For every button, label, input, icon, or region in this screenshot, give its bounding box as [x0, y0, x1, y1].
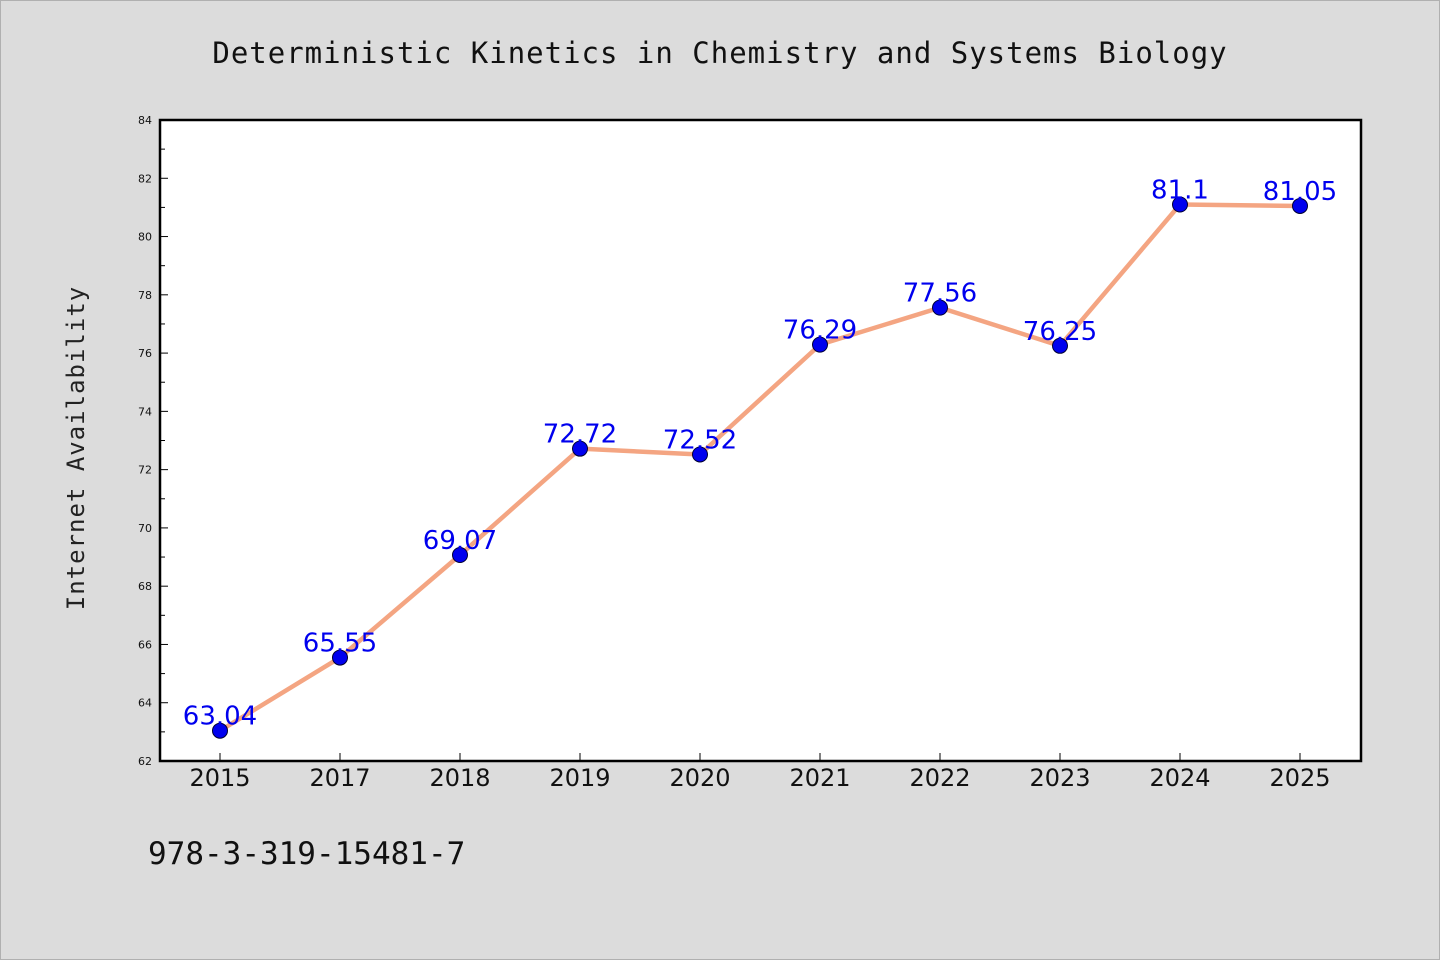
data-point: [212, 722, 228, 739]
x-tick-label: 2025: [1269, 764, 1330, 792]
x-tick-label: 2018: [429, 764, 490, 792]
x-tick-label: 2019: [549, 764, 610, 792]
y-axis-label: Internet Availability: [62, 286, 90, 610]
y-tick-label: 82: [138, 172, 152, 185]
x-tick-label: 2023: [1029, 764, 1090, 792]
x-tick-label: 2015: [189, 764, 250, 792]
data-point: [452, 547, 468, 564]
data-point: [332, 649, 348, 666]
data-label: 63.04: [183, 702, 257, 732]
data-label: 69.07: [423, 526, 497, 556]
data-label: 77.56: [903, 279, 977, 309]
x-tick-label: 2022: [909, 764, 970, 792]
data-point: [692, 446, 708, 463]
y-tick-label: 84: [138, 114, 152, 127]
y-tick-label: 62: [138, 755, 152, 768]
y-tick-label: 64: [138, 697, 152, 710]
data-label: 76.29: [783, 316, 857, 346]
data-point: [572, 440, 588, 457]
chart-title: Deterministic Kinetics in Chemistry and …: [212, 36, 1227, 70]
x-tick-label: 2024: [1149, 764, 1210, 792]
y-axis: 62 64 66 68 70 72 74 76 78 80 82 84: [138, 114, 168, 768]
data-label: 81.05: [1263, 177, 1337, 207]
data-label: 72.52: [663, 425, 737, 455]
y-tick-label: 80: [138, 231, 152, 244]
y-tick-label: 66: [138, 638, 152, 651]
y-tick-label: 68: [138, 580, 152, 593]
y-tick-label: 78: [138, 289, 152, 302]
y-tick-label: 70: [138, 522, 152, 535]
y-tick-label: 74: [138, 405, 152, 418]
series-line-group: [212, 196, 1308, 739]
x-tick-label: 2017: [309, 764, 370, 792]
data-label: 81.1: [1151, 175, 1209, 205]
x-tick-label: 2021: [789, 764, 850, 792]
y-tick-label: 72: [138, 464, 152, 477]
data-point: [932, 299, 948, 316]
data-point: [1172, 196, 1188, 213]
data-label-group: 63.04 65.55 69.07 72.72 72.52 76.29 77.56 76.25…: [183, 175, 1337, 731]
data-label: 72.72: [543, 420, 617, 450]
series-line: [217, 202, 1303, 733]
x-tick-label: 2020: [669, 764, 730, 792]
data-point: [1292, 197, 1308, 214]
data-label: 65.55: [303, 629, 377, 659]
data-label: 76.25: [1023, 317, 1097, 347]
isbn-text: 978-3-319-15481-7: [148, 836, 465, 872]
x-axis: 2015 2017 2018 2019 2020 2021 2022 2023 2024 2025: [189, 753, 1331, 792]
data-point: [812, 336, 828, 353]
y-tick-label: 76: [138, 347, 152, 360]
data-point: [1052, 337, 1068, 354]
